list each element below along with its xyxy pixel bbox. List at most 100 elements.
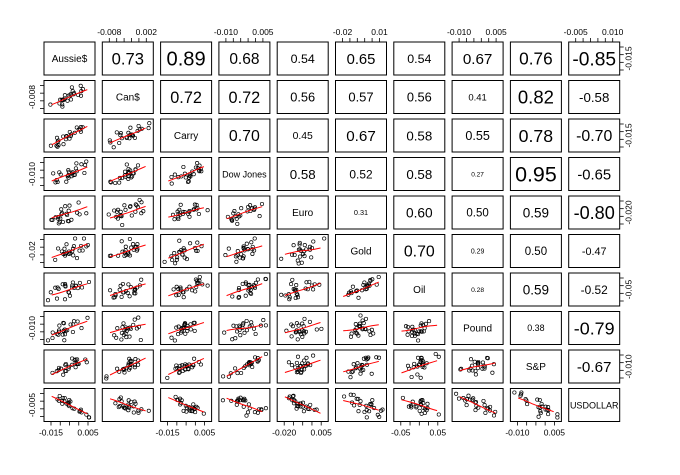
panel-3-0-point-7: [79, 162, 84, 167]
top-tick-label-3-0: -0.010: [214, 27, 238, 37]
panel-5-4-point-4: [291, 243, 296, 248]
panel-5-0-point-8: [74, 256, 80, 261]
panel-6-4-point-2: [311, 287, 316, 292]
panel-7-3-point-22: [237, 323, 242, 328]
panel-6-2-point-2: [197, 274, 202, 280]
panel-7-6-point-22: [423, 321, 429, 326]
panel-7-5-point-1: [363, 316, 369, 321]
panel-8-5-point-22: [361, 356, 366, 361]
panel-5-3-point-3: [223, 253, 228, 258]
panel-8-4-point-22: [295, 369, 301, 374]
correlation-value-0-6: 0.54: [407, 52, 431, 66]
panel-6-0-point-21: [86, 279, 92, 285]
panel-0-0-frame: [43, 41, 96, 76]
bottom-tick-label-0-1: 0.005: [77, 428, 99, 438]
panel-6-3-point-23: [263, 276, 268, 281]
panel-8-7-point-11: [490, 370, 495, 375]
panel-9-8-point-21: [546, 412, 551, 417]
panel-1-7-frame: [451, 80, 504, 114]
panel-8-6-point-18: [419, 358, 424, 363]
panel-7-5-smooth-line: [343, 324, 379, 332]
panel-3-0-point-9: [83, 163, 88, 168]
panel-3-2-point-18: [199, 169, 204, 174]
panel-8-5-point-0: [355, 361, 360, 366]
panel-8-5-point-14: [366, 355, 371, 360]
panel-9-0-point-12: [57, 393, 62, 399]
panel-7-6-point-23: [419, 321, 424, 326]
panel-8-7-point-16: [485, 355, 490, 360]
correlation-value-3-7: 0.27: [471, 171, 484, 178]
panel-4-9-frame: [568, 195, 621, 230]
right-tick-label-0-0: -0.015: [624, 46, 634, 70]
panel-6-5-point-18: [350, 284, 355, 289]
left-tick-label-3-0: -0.010: [27, 162, 37, 186]
panel-5-3-frame: [218, 234, 271, 268]
panel-6-3-point-6: [253, 280, 258, 285]
correlation-value-1-4: 0.56: [290, 90, 315, 105]
correlation-value-0-7: 0.67: [463, 51, 493, 68]
panel-4-2-point-2: [187, 214, 192, 219]
panel-0-9-frame: [568, 41, 621, 76]
panel-8-3-smooth-line: [226, 356, 263, 377]
panel-7-2-point-22: [191, 320, 196, 325]
panel-8-2-point-18: [198, 362, 203, 367]
panel-7-4-point-23: [300, 321, 305, 326]
panel-3-9-frame: [568, 157, 621, 191]
panel-6-0-smooth-line: [51, 283, 88, 296]
panel-7-3-frame: [218, 311, 271, 345]
panel-3-6-frame: [393, 157, 446, 191]
panel-7-5-point-5: [353, 330, 358, 335]
panel-8-3-point-18: [263, 351, 268, 357]
panel-7-3-smooth-line: [226, 324, 263, 331]
panel-3-2-smooth-line: [168, 166, 205, 182]
panel-2-1-point-12: [128, 125, 133, 130]
bottom-tick-label-8-0: -0.010: [505, 428, 529, 438]
panel-7-3-point-16: [244, 328, 249, 333]
panel-7-0-point-20: [45, 338, 51, 343]
panel-9-6-point-2: [410, 399, 415, 404]
panel-9-1-point-11: [133, 401, 138, 406]
panel-2-0-point-20: [67, 136, 72, 141]
panel-9-2-point-19: [177, 396, 183, 401]
panel-9-5-point-5: [362, 409, 367, 415]
panel-7-0-point-19: [61, 321, 66, 326]
panel-9-5-point-8: [364, 415, 369, 420]
panel-7-4-point-22: [319, 326, 324, 331]
panel-4-7-frame: [451, 195, 504, 230]
panel-6-0-point-14: [70, 280, 75, 285]
correlation-value-0-2: 0.89: [167, 49, 206, 71]
variable-label-aussie: Aussie$: [52, 54, 88, 65]
correlation-value-3-4: 0.58: [290, 167, 316, 182]
panel-5-1-point-7: [122, 253, 127, 259]
panel-9-4-point-16: [298, 404, 303, 409]
panel-8-5-point-3: [374, 355, 379, 360]
bottom-tick-label-6-1: 0.05: [430, 428, 447, 438]
panel-5-7-frame: [451, 234, 504, 268]
panel-7-1-point-7: [136, 315, 141, 320]
panel-4-1-point-3: [122, 203, 127, 208]
panel-4-3-point-20: [230, 218, 235, 223]
panel-9-5-point-1: [370, 398, 375, 403]
bottom-tick-label-0-0: -0.015: [39, 428, 63, 438]
panel-3-7-frame: [451, 157, 504, 191]
panel-9-1-point-12: [116, 405, 121, 410]
panel-9-2-point-23: [192, 406, 197, 411]
panel-6-7-frame: [451, 272, 504, 307]
panel-6-1-point-20: [108, 288, 113, 293]
panel-6-4-point-1: [287, 297, 292, 302]
panel-9-7-point-6: [483, 410, 488, 415]
panel-5-4-point-17: [302, 243, 307, 248]
panel-6-4-point-5: [307, 279, 312, 284]
correlation-value-1-8: 0.82: [518, 87, 554, 108]
panel-7-3-point-15: [241, 322, 246, 327]
panel-7-1-point-0: [119, 337, 124, 342]
correlation-value-3-5: 0.52: [349, 167, 373, 181]
panel-4-0-point-6: [76, 200, 81, 205]
panel-7-3-point-12: [242, 330, 247, 335]
panel-7-6-point-13: [409, 333, 415, 339]
panel-7-1-point-11: [119, 330, 124, 336]
panel-1-0-point-15: [78, 83, 83, 88]
panel-9-8-point-22: [539, 401, 544, 407]
panel-9-1-point-23: [113, 401, 118, 406]
panel-5-2-point-18: [177, 238, 182, 243]
